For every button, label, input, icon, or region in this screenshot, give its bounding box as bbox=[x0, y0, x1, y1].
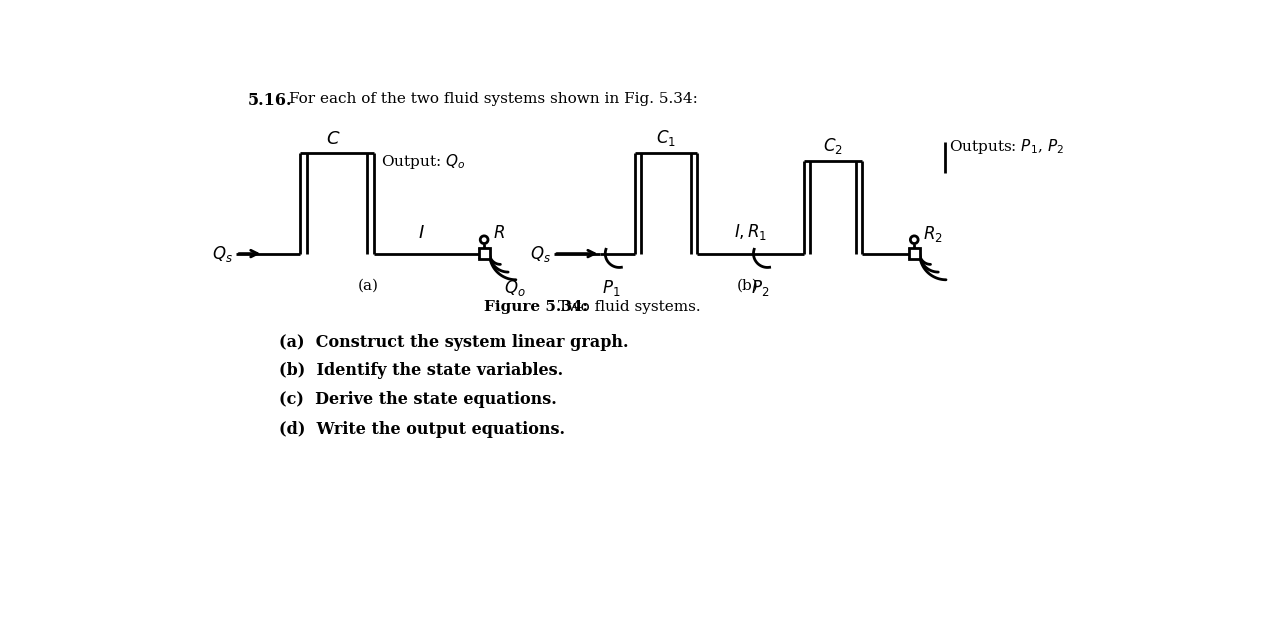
Circle shape bbox=[480, 236, 489, 244]
Text: (b)  Identify the state variables.: (b) Identify the state variables. bbox=[279, 362, 563, 379]
Text: $P_2$: $P_2$ bbox=[751, 278, 769, 298]
Text: $C_1$: $C_1$ bbox=[656, 128, 676, 148]
Text: $Q_s$: $Q_s$ bbox=[530, 244, 551, 264]
Text: (b): (b) bbox=[737, 279, 759, 293]
Text: (d)  Write the output equations.: (d) Write the output equations. bbox=[279, 421, 565, 438]
Text: For each of the two fluid systems shown in Fig. 5.34:: For each of the two fluid systems shown … bbox=[289, 92, 698, 106]
Text: Two fluid systems.: Two fluid systems. bbox=[558, 300, 700, 314]
Text: Output: $Q_o$: Output: $Q_o$ bbox=[382, 151, 466, 171]
Text: $I$: $I$ bbox=[418, 224, 425, 242]
Text: (c)  Derive the state equations.: (c) Derive the state equations. bbox=[279, 391, 557, 408]
Text: (a)  Construct the system linear graph.: (a) Construct the system linear graph. bbox=[279, 334, 628, 351]
Bar bbox=[478, 248, 490, 259]
Bar bbox=[909, 248, 920, 259]
Text: Figure 5.34:: Figure 5.34: bbox=[485, 300, 589, 314]
Text: $Q_s$: $Q_s$ bbox=[212, 244, 233, 264]
Text: $P_1$: $P_1$ bbox=[603, 278, 621, 298]
Text: $I, R_1$: $I, R_1$ bbox=[733, 222, 768, 242]
Text: $C$: $C$ bbox=[326, 130, 340, 148]
Text: Outputs: $P_1$, $P_2$: Outputs: $P_1$, $P_2$ bbox=[949, 137, 1065, 156]
Text: $Q_o$: $Q_o$ bbox=[504, 278, 525, 298]
Circle shape bbox=[910, 236, 919, 244]
Text: $R$: $R$ bbox=[492, 225, 505, 242]
Text: $C_2$: $C_2$ bbox=[822, 136, 843, 156]
Text: (a): (a) bbox=[358, 279, 378, 293]
Text: 5.16.: 5.16. bbox=[247, 92, 292, 109]
Text: $R_2$: $R_2$ bbox=[923, 223, 943, 244]
